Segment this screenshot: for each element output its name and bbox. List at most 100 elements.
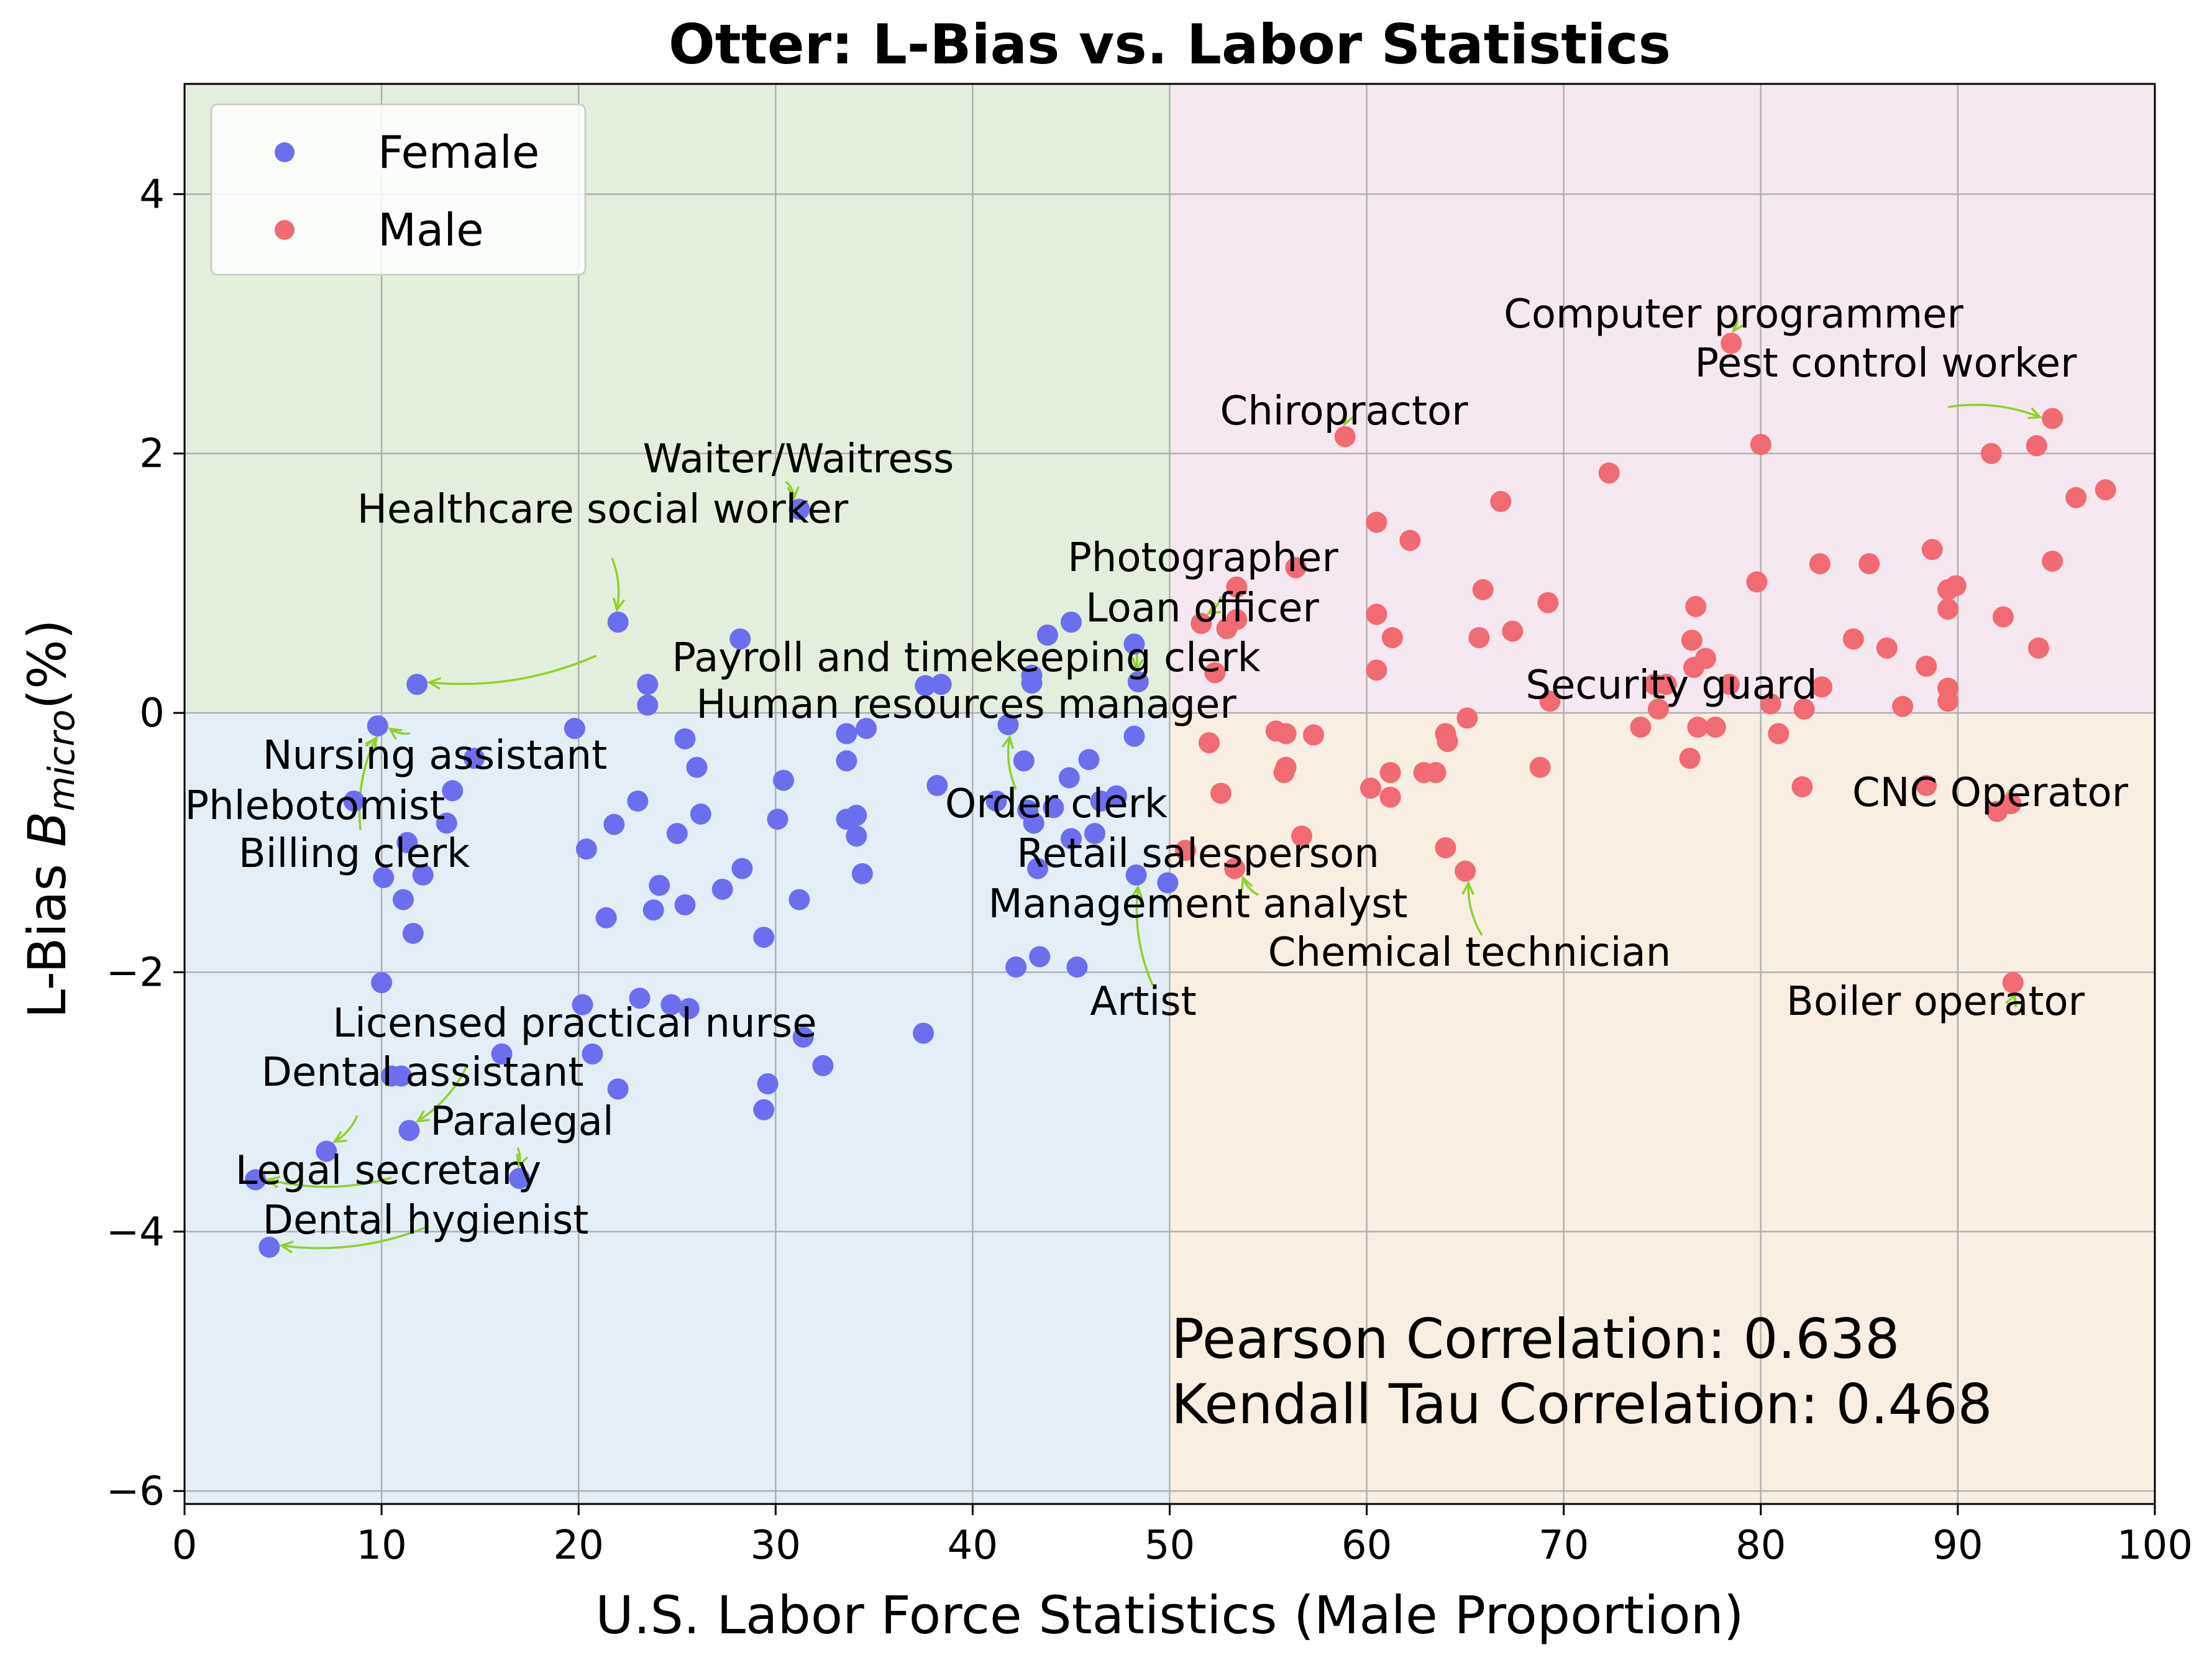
female-point [1105,785,1127,807]
female-point [836,723,857,745]
annotation-arrowhead [1206,602,1222,615]
annotation-arrowhead [387,727,403,740]
y-tick-label: 2 [139,431,165,477]
male-point [1366,511,1387,533]
female-point [392,889,414,910]
annotation-arrow [1135,887,1154,986]
annotation-label: Boiler operator [1786,979,2085,1025]
male-point [1360,777,1381,799]
annotation-arrowhead [1001,734,1015,750]
male-point [1793,698,1815,720]
annotation-label: Pest control worker [1695,341,2078,387]
annotation-arrow [334,1115,359,1143]
annotation-label: Dental hygienist [263,1198,589,1244]
female-point [792,1026,814,1048]
annotation-label: Security guard [1525,662,1817,708]
female-point [731,858,753,879]
female-point [582,1043,603,1065]
male-point [1719,674,1740,695]
x-tick-label: 0 [172,1523,198,1569]
male-point [1198,732,1220,754]
female-point [642,899,664,921]
male-point [1529,756,1551,778]
annotation-arrow [416,1067,467,1122]
male-point [2042,550,2063,572]
male-point [1980,442,2002,464]
legend-marker-female [275,142,295,162]
annotation-arrowhead [1241,875,1253,891]
chart-title: Otter: L-Bias vs. Labor Statistics [669,12,1671,76]
male-point [1366,603,1387,625]
female-point [753,1099,775,1121]
annotation-label: Management analyst [988,881,1407,927]
male-point [1425,762,1446,784]
female-point [1123,725,1145,747]
male-point [2002,972,2024,994]
y-tick-label: −6 [106,1469,165,1515]
annotation-label: Loan officer [1085,585,1319,631]
annotation-label: Chiropractor [1220,388,1469,434]
annotation-label: Payroll and timekeeping clerk [672,635,1260,681]
annotation-label: Phlebotomist [185,783,446,829]
female-point [686,756,708,778]
female-point [637,694,659,716]
female-point [812,1055,834,1076]
annotation-label: CNC Operator [1852,770,2129,816]
annotation-label: Retail salesperson [1017,831,1379,877]
legend-marker-male [275,220,295,240]
annotation-arrow [1947,403,2041,418]
female-point [1060,612,1082,633]
y-axis-label-suffix: (%) [17,619,78,709]
female-point [690,803,711,825]
female-point [491,1043,513,1065]
male-point [1681,630,1702,651]
male-point [2095,479,2116,501]
male-point [1381,627,1403,649]
x-tick-label: 30 [751,1523,801,1569]
male-point [2042,408,2063,429]
annotation-label: Healthcare social worker [357,487,849,533]
female-point [985,790,1007,812]
female-point [788,889,810,910]
x-tick-label: 40 [948,1523,998,1569]
female-point [245,1169,267,1191]
female-point [406,674,428,695]
female-point [396,832,418,853]
annotation-arrowhead [279,1240,294,1254]
female-point [509,1168,531,1190]
female-point [398,1120,420,1142]
male-point [1811,676,1833,698]
female-point [1023,812,1044,834]
male-point [1685,595,1707,617]
annotation-arrowhead [426,677,442,690]
female-point [607,1078,629,1100]
male-point [2027,637,2049,659]
female-point [1066,956,1088,978]
female-point [1078,749,1100,771]
male-point [1539,690,1561,712]
x-axis-label: U.S. Labor Force Statistics (Male Propor… [595,1585,1744,1646]
annotation-label: Human resources manager [696,682,1236,728]
female-point [1005,956,1027,978]
male-point [2065,487,2087,508]
male-point [1760,693,1781,715]
axis-ticks: 0 10 20 30 40 50 60 70 80 90 100 −6 −4 −2 0 2 4 [106,172,2193,1569]
male-point [1945,575,1967,597]
female-point [390,1065,412,1087]
legend-label-female: Female [378,126,539,178]
male-point [1366,659,1387,681]
female-point [1084,823,1106,845]
male-point [1921,539,1943,561]
male-point [1455,860,1476,882]
quadrant-bottom-left [185,713,1170,1504]
male-point [1630,717,1652,738]
y-tick-label: 0 [139,690,165,736]
female-point [367,715,388,736]
male-point [1472,579,1494,600]
annotation-arrowhead [1461,880,1474,896]
male-point [1273,762,1295,784]
male-point [1916,655,1937,677]
male-point [1643,674,1665,695]
kendall-tau-correlation: Kendall Tau Correlation: 0.468 [1171,1372,1993,1436]
